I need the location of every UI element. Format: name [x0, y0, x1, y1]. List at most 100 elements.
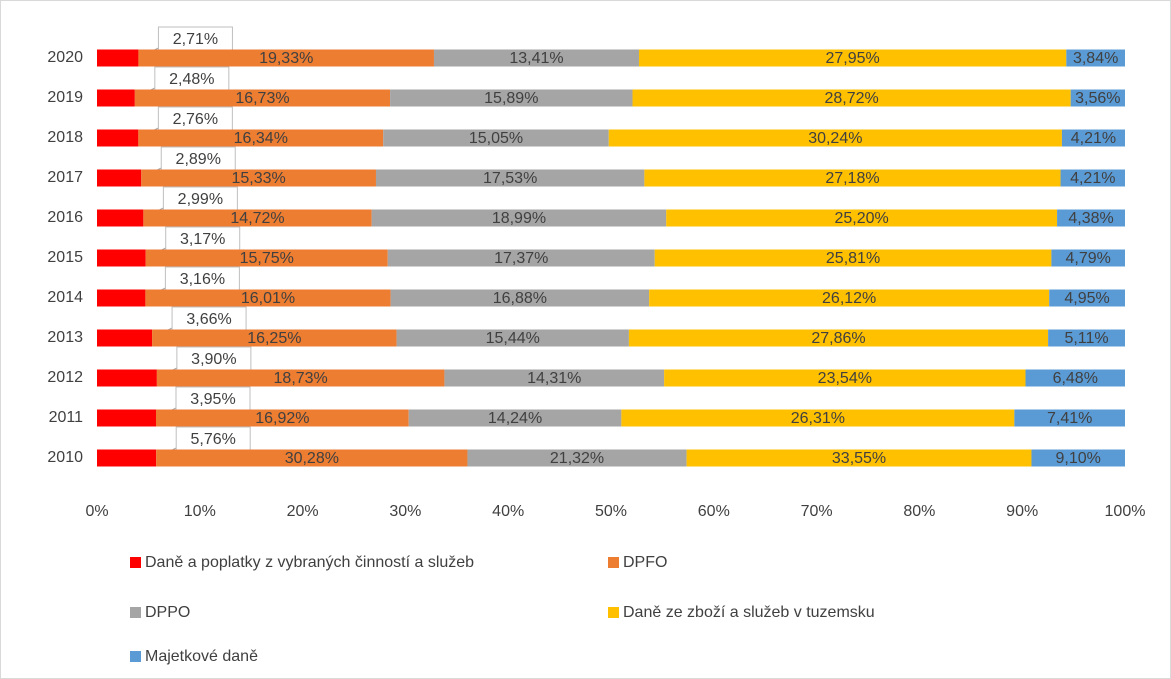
- callout-box: [164, 266, 240, 294]
- y-tick-label: 2011: [49, 409, 84, 426]
- data-label: 4,21%: [1070, 170, 1115, 187]
- bar-segment: [156, 369, 445, 387]
- bar-segment: [1057, 209, 1125, 227]
- data-label: 27,18%: [825, 170, 879, 187]
- bar-segment: [371, 209, 667, 227]
- bar-segment: [97, 249, 146, 267]
- data-label: 15,33%: [231, 170, 285, 187]
- data-label: 33,55%: [832, 450, 886, 467]
- legend-label: Daně a poplatky z vybraných činností a s…: [145, 554, 474, 571]
- data-label: 28,72%: [824, 90, 878, 107]
- data-label: 30,28%: [285, 450, 339, 467]
- bar-segment: [156, 449, 468, 467]
- bar-segment: [649, 289, 1050, 307]
- x-tick-label: 90%: [1006, 503, 1038, 520]
- y-tick-label: 2017: [47, 169, 83, 186]
- data-label: 17,37%: [494, 250, 548, 267]
- bar-segment: [97, 409, 156, 427]
- data-label: 30,24%: [808, 130, 862, 147]
- bar-segment: [97, 329, 153, 347]
- bar-segment: [654, 249, 1052, 267]
- legend-label: Majetkové daně: [145, 648, 258, 665]
- data-label: 26,31%: [791, 410, 845, 427]
- bar-segment: [97, 169, 142, 187]
- bar-segment: [97, 49, 139, 67]
- y-tick-label: 2020: [47, 49, 83, 66]
- data-label: 3,95%: [190, 391, 235, 408]
- y-tick-label: 2016: [47, 209, 83, 226]
- bar-segment: [608, 129, 1062, 147]
- bar-segment: [145, 289, 391, 307]
- y-tick-label: 2010: [47, 449, 83, 466]
- data-label: 7,41%: [1047, 410, 1092, 427]
- bar-segment: [143, 209, 372, 227]
- data-label: 14,72%: [230, 210, 284, 227]
- y-tick-label: 2012: [47, 369, 83, 386]
- data-label: 16,01%: [241, 290, 295, 307]
- data-label: 15,75%: [240, 250, 294, 267]
- bar-segment: [408, 409, 622, 427]
- data-label: 2,71%: [173, 31, 218, 48]
- bar-segment: [433, 49, 639, 67]
- data-label: 2,99%: [178, 191, 223, 208]
- data-label: 18,99%: [492, 210, 546, 227]
- legend-swatch: [130, 607, 141, 618]
- x-tick-label: 10%: [184, 503, 216, 520]
- bar-segment: [1025, 369, 1125, 387]
- legend-swatch: [130, 651, 141, 662]
- y-tick-label: 2019: [47, 89, 83, 106]
- data-label: 9,10%: [1056, 450, 1101, 467]
- data-label: 14,24%: [488, 410, 542, 427]
- data-label: 16,92%: [255, 410, 309, 427]
- data-label: 27,95%: [826, 50, 880, 67]
- x-tick-label: 30%: [389, 503, 421, 520]
- bar-segment: [638, 49, 1067, 67]
- bar-segment: [134, 89, 391, 107]
- bar-segment: [155, 409, 409, 427]
- data-label: 4,38%: [1068, 210, 1113, 227]
- bar-segment: [1070, 89, 1125, 107]
- bar-segment: [390, 289, 650, 307]
- data-label: 26,12%: [822, 290, 876, 307]
- bar-segment: [97, 449, 157, 467]
- bar-segment: [444, 369, 665, 387]
- bar-segment: [145, 249, 388, 267]
- bar-segment: [97, 289, 146, 307]
- bar-segment: [686, 449, 1032, 467]
- x-tick-label: 0%: [85, 503, 108, 520]
- data-label: 23,54%: [818, 370, 872, 387]
- bar-segment: [621, 409, 1015, 427]
- data-label: 2,76%: [173, 111, 218, 128]
- data-label: 15,44%: [486, 330, 540, 347]
- data-label: 25,81%: [826, 250, 880, 267]
- data-label: 16,88%: [493, 290, 547, 307]
- data-label: 25,20%: [835, 210, 889, 227]
- data-label: 15,89%: [484, 90, 538, 107]
- y-tick-label: 2014: [47, 289, 83, 306]
- data-label: 3,17%: [180, 231, 225, 248]
- x-tick-label: 40%: [492, 503, 524, 520]
- bar-segment: [666, 209, 1058, 227]
- data-label: 3,84%: [1073, 50, 1118, 67]
- callout-box: [175, 386, 251, 414]
- callout-box: [176, 346, 252, 374]
- data-label: 16,34%: [234, 130, 288, 147]
- x-tick-label: 20%: [287, 503, 319, 520]
- bar-segment: [396, 329, 629, 347]
- bar-segment: [1049, 289, 1125, 307]
- bar-segment: [97, 129, 139, 147]
- bar-segment: [632, 89, 1071, 107]
- bar-segment: [387, 249, 655, 267]
- callout-box: [165, 226, 241, 254]
- bar-segment: [467, 449, 687, 467]
- bar-segment: [141, 169, 376, 187]
- bar-segment: [1060, 169, 1125, 187]
- data-label: 27,86%: [811, 330, 865, 347]
- y-tick-label: 2018: [47, 129, 83, 146]
- callout-box: [160, 146, 236, 174]
- bar-segment: [1031, 449, 1125, 467]
- data-label: 4,79%: [1066, 250, 1111, 267]
- bar-segment: [1066, 49, 1125, 67]
